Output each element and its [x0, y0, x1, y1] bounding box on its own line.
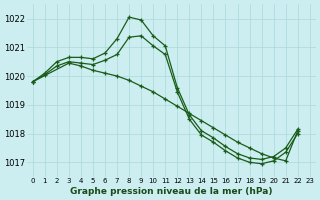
- X-axis label: Graphe pression niveau de la mer (hPa): Graphe pression niveau de la mer (hPa): [70, 187, 273, 196]
